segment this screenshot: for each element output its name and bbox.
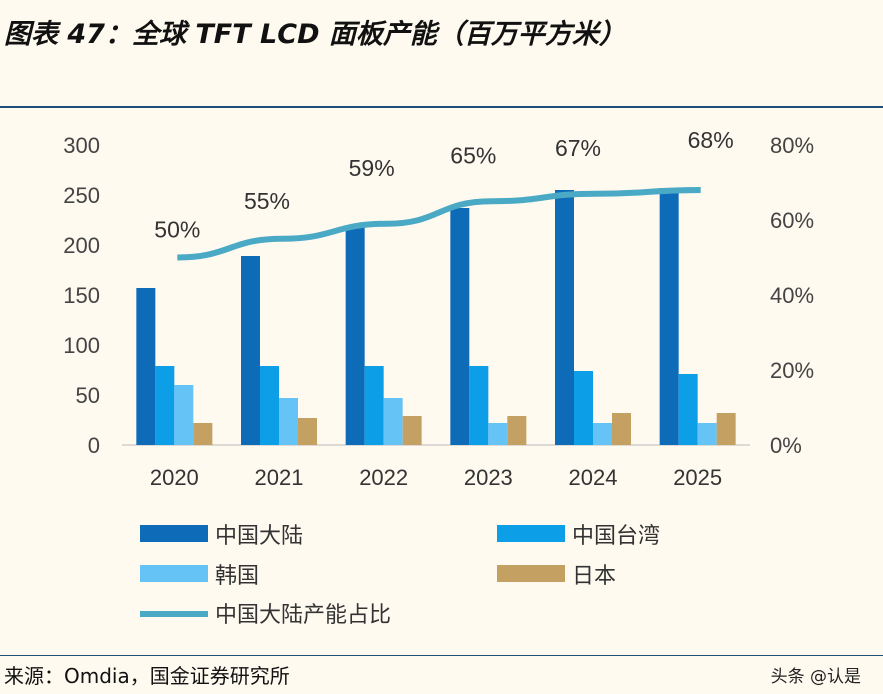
bar-日本 [612,413,631,445]
bar-中国台湾 [155,366,175,445]
bar-日本 [507,416,527,445]
line-data-label: 59% [349,155,395,181]
line-series [177,187,701,261]
y2-tick-label: 80% [770,133,814,158]
y-tick-label: 0 [88,433,100,458]
y-tick-label: 300 [63,133,100,158]
bar-中国台湾 [260,366,279,445]
y-tick-label: 250 [63,183,100,208]
bar-韩国 [697,423,717,445]
legend-label: 中国台湾 [572,523,660,548]
watermark: 头条 @认是 [770,667,861,687]
legend-swatch [140,525,208,542]
source-note: 来源：Omdia，国金证券研究所 [4,664,290,688]
line-data-label: 67% [555,135,601,161]
bar-中国台湾 [364,366,384,445]
line-data-label: 50% [154,217,200,243]
bar-韩国 [174,385,194,445]
bar-中国台湾 [678,374,698,445]
legend-label: 中国大陆产能占比 [215,602,391,627]
y-tick-label: 50 [76,383,100,408]
bar-中国台湾 [574,371,593,445]
line-data-label: 68% [688,127,734,153]
bar-韩国 [383,398,403,445]
legend-label: 中国大陆 [215,523,303,548]
bar-日本 [716,413,736,445]
chart: 0 50 100 150 200 250 300 0% 20% 40% 60% 80% 2020 2021… [63,127,814,627]
y2-tick-label: 0% [770,433,802,458]
x-tick-label: 2020 [150,465,199,490]
chart-title: 图表 47：全球 TFT LCD 面板产能（百万平方米） [4,19,626,50]
legend-swatch [497,565,565,582]
bar-中国大陆 [659,188,679,445]
x-tick-label: 2025 [673,465,722,490]
bar-韩国 [279,398,298,445]
line-data-label: 55% [244,188,290,214]
bar-日本 [402,416,422,445]
y-tick-label: 200 [63,233,100,258]
bar-中国大陆 [450,208,470,445]
bar-中国大陆 [555,190,574,445]
bar-中国大陆 [241,256,260,445]
source-divider [0,655,883,656]
x-tick-label: 2021 [255,465,304,490]
bar-中国台湾 [469,366,489,445]
y-tick-label: 150 [63,283,100,308]
title-divider [0,106,883,108]
bar-韩国 [593,423,612,445]
y2-tick-label: 40% [770,283,814,308]
bar-韩国 [488,423,508,445]
y2-tick-label: 20% [770,358,814,383]
legend-label: 日本 [572,563,616,588]
y2-tick-label: 60% [770,208,814,233]
bar-中国大陆 [345,225,365,445]
line-data-label: 65% [450,142,496,168]
legend-label: 韩国 [215,563,259,588]
bar-日本 [193,423,213,445]
x-tick-label: 2024 [569,465,618,490]
legend-swatch [497,525,565,542]
bar-中国大陆 [136,288,156,445]
x-tick-label: 2022 [359,465,408,490]
legend-swatch [140,565,208,582]
y-tick-label: 100 [63,333,100,358]
x-tick-label: 2023 [464,465,513,490]
bar-日本 [298,418,317,445]
